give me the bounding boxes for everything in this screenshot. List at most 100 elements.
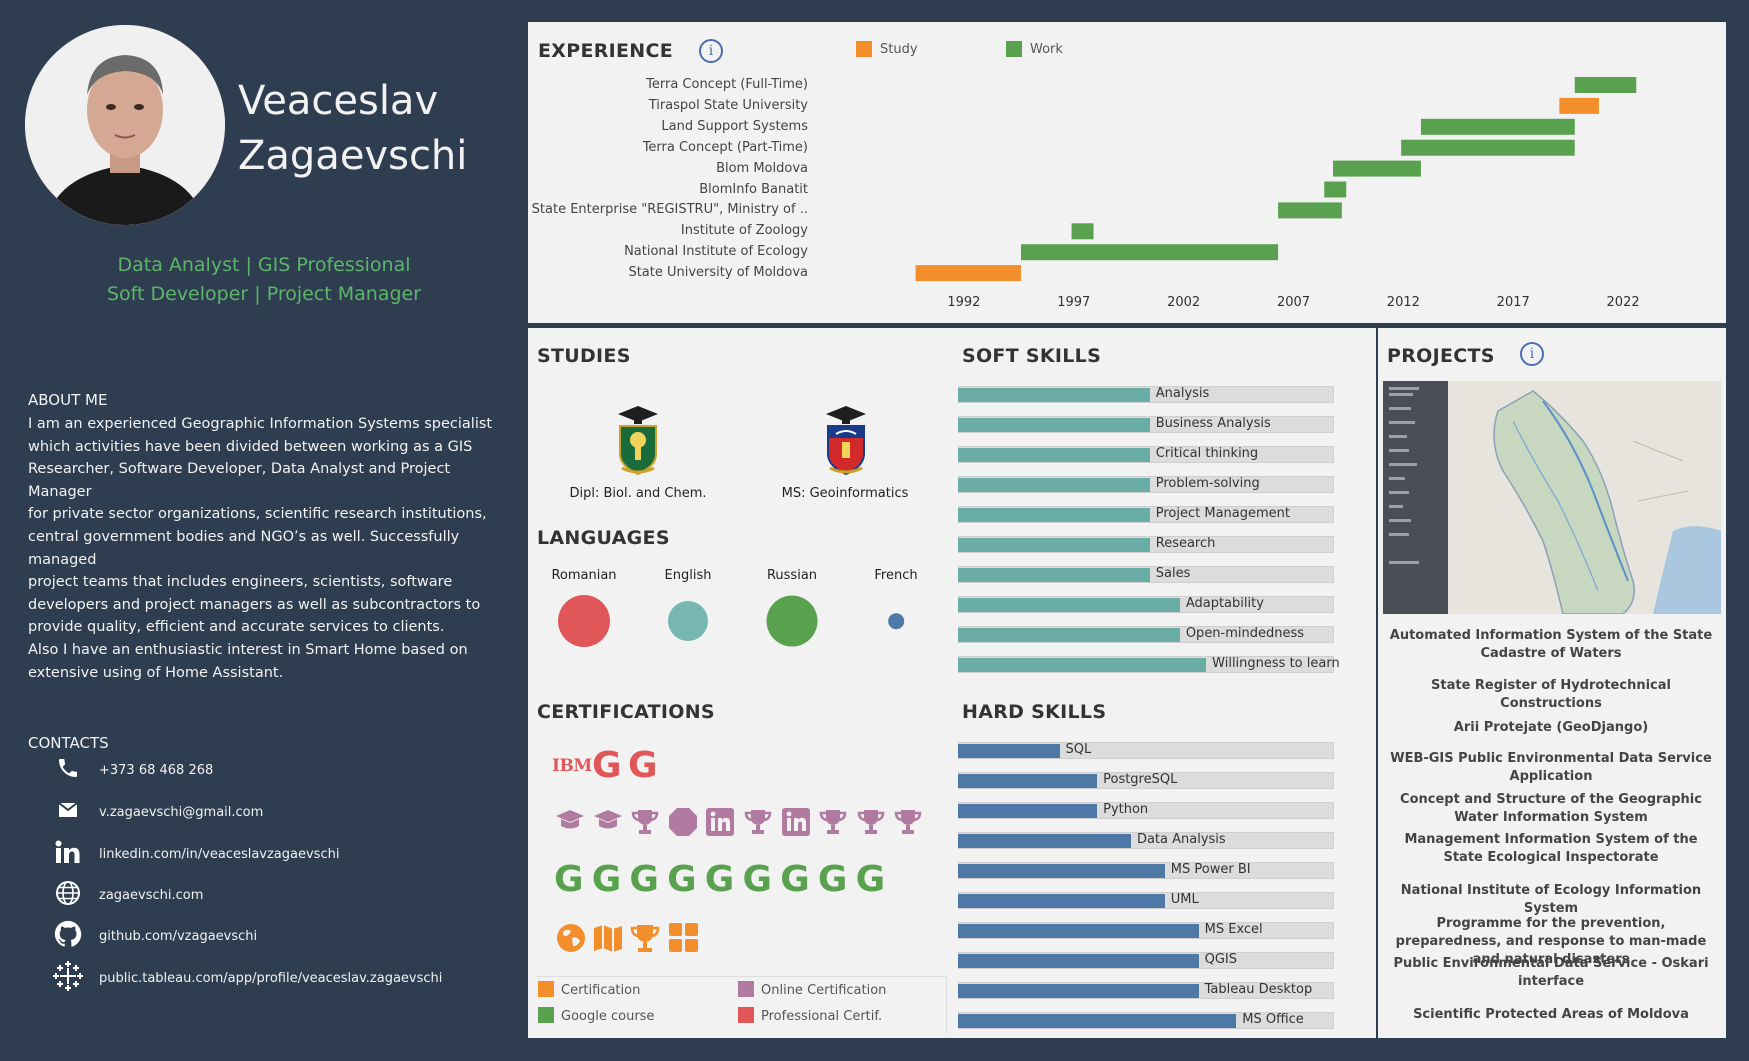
project-item[interactable]: Programme for the prevention, preparedne… bbox=[1395, 916, 1707, 967]
skill-row[interactable]: MS Excel bbox=[958, 920, 1336, 940]
google-course-icon: G bbox=[554, 859, 584, 900]
skill-row[interactable]: Analysis bbox=[958, 384, 1336, 404]
skill-bar-fill bbox=[958, 388, 1150, 402]
skill-row[interactable]: Project Management bbox=[958, 504, 1336, 524]
project-item[interactable]: National Institute of Ecology Informatio… bbox=[1400, 883, 1702, 916]
experience-axis-tick: 2022 bbox=[1606, 295, 1640, 310]
legend-online-certification-swatch bbox=[738, 981, 754, 997]
contact-email[interactable]: v.zagaevschi@gmail.com bbox=[50, 792, 263, 828]
experience-bar[interactable] bbox=[1021, 244, 1279, 261]
skill-row[interactable]: Critical thinking bbox=[958, 444, 1336, 464]
skill-label: Critical thinking bbox=[1155, 446, 1259, 461]
legend-online-certification-label: Online Certification bbox=[761, 983, 887, 998]
project-item[interactable]: WEB-GIS Public Environmental Data Servic… bbox=[1390, 751, 1712, 784]
contact-tableau[interactable]: public.tableau.com/app/profile/veaceslav… bbox=[50, 958, 442, 994]
hard-skills-title: HARD SKILLS bbox=[962, 701, 1107, 723]
skill-bar-fill bbox=[958, 418, 1150, 432]
skill-bar-fill bbox=[958, 568, 1150, 582]
skill-row[interactable]: SQL bbox=[958, 740, 1336, 760]
project-item[interactable]: Automated Information System of the Stat… bbox=[1389, 628, 1713, 661]
skill-label: MS Power BI bbox=[1170, 862, 1251, 877]
skill-bar-fill bbox=[958, 658, 1207, 672]
language-level-dot[interactable] bbox=[766, 595, 818, 647]
skill-row[interactable]: Data Analysis bbox=[958, 830, 1336, 850]
experience-bar[interactable] bbox=[1278, 202, 1342, 219]
experience-bar[interactable] bbox=[1324, 181, 1347, 198]
experience-axis-tick: 2007 bbox=[1276, 295, 1311, 310]
language-level-dot[interactable] bbox=[558, 595, 610, 647]
project-map-thumbnail[interactable] bbox=[1383, 381, 1721, 614]
contact-website[interactable]: zagaevschi.com bbox=[50, 875, 203, 911]
project-item[interactable]: State Register of Hydrotechnical Constru… bbox=[1431, 678, 1671, 711]
skill-bar-fill bbox=[958, 508, 1150, 522]
experience-row-labels: Terra Concept (Full-Time) Tiraspol State … bbox=[528, 0, 818, 323]
skill-row[interactable]: MS Office bbox=[958, 1010, 1336, 1030]
skill-row[interactable]: UML bbox=[958, 890, 1336, 910]
experience-row-label: Tiraspol State University bbox=[648, 97, 808, 113]
graduation-cap-icon bbox=[593, 810, 622, 829]
skill-bar-fill bbox=[958, 628, 1180, 642]
experience-bar[interactable] bbox=[1420, 118, 1575, 135]
project-item[interactable]: Public Environmental Data Service - Oska… bbox=[1393, 956, 1709, 989]
experience-bar[interactable] bbox=[915, 265, 1022, 282]
experience-bar[interactable] bbox=[1401, 139, 1575, 156]
skill-label: PostgreSQL bbox=[1103, 772, 1178, 787]
skill-label: QGIS bbox=[1204, 952, 1238, 967]
google-course-icon: G bbox=[855, 859, 886, 900]
experience-title: EXPERIENCE bbox=[538, 40, 674, 62]
legend-certification-label: Certification bbox=[561, 983, 641, 998]
experience-info-icon[interactable]: i bbox=[699, 39, 723, 63]
language-label: English bbox=[664, 568, 712, 583]
skill-bar-fill bbox=[958, 834, 1131, 848]
studies-title: STUDIES bbox=[537, 345, 631, 367]
skill-row[interactable]: QGIS bbox=[958, 950, 1336, 970]
language-level-dot[interactable] bbox=[667, 600, 709, 642]
experience-axis-tick: 2012 bbox=[1386, 295, 1420, 310]
github-icon bbox=[50, 916, 86, 952]
google-cert-icon: G bbox=[628, 745, 658, 786]
legend-study-swatch bbox=[856, 41, 872, 57]
google-course-icon: G bbox=[704, 859, 735, 900]
skill-bar-fill bbox=[958, 448, 1150, 462]
ibm-logo: IBM bbox=[552, 756, 592, 776]
phone-icon bbox=[50, 750, 86, 786]
profile-panel: Veaceslav Zagaevschi Data Analyst | GIS … bbox=[0, 0, 528, 1061]
skill-row[interactable]: MS Power BI bbox=[958, 860, 1336, 880]
graduation-cap-icon bbox=[556, 810, 584, 829]
skill-row[interactable]: Adaptability bbox=[958, 594, 1336, 614]
skill-row[interactable]: Willingness to learn bbox=[958, 654, 1340, 674]
language-label: Russian bbox=[766, 568, 818, 583]
project-item[interactable]: Arii Protejate (GeoDjango) bbox=[1453, 720, 1649, 735]
skill-row[interactable]: Tableau Desktop bbox=[958, 980, 1336, 1000]
skill-row[interactable]: Python bbox=[958, 800, 1336, 820]
certifications-legend bbox=[535, 976, 947, 1034]
skill-row[interactable]: Research bbox=[958, 534, 1336, 554]
contact-linkedin[interactable]: linkedin.com/in/veaceslavzagaevschi bbox=[50, 834, 339, 870]
skill-row[interactable]: Business Analysis bbox=[958, 414, 1336, 434]
profile-roles: Data Analyst | GIS Professional Soft Dev… bbox=[0, 251, 528, 309]
experience-row-label: Blom Moldova bbox=[716, 160, 808, 176]
skill-row[interactable]: Problem-solving bbox=[958, 474, 1336, 494]
projects-info-icon[interactable]: i bbox=[1520, 342, 1544, 366]
experience-bar[interactable] bbox=[1333, 160, 1421, 177]
contact-phone[interactable]: +373 68 468 268 bbox=[50, 750, 213, 786]
skill-bar-fill bbox=[958, 864, 1165, 878]
experience-bar[interactable] bbox=[1559, 97, 1599, 114]
project-item[interactable]: Scientific Protected Areas of Moldova bbox=[1413, 1007, 1689, 1022]
experience-bar[interactable] bbox=[1574, 77, 1637, 93]
experience-row-label: Terra Concept (Part-Time) bbox=[642, 139, 808, 155]
last-name: Zagaevschi bbox=[238, 133, 468, 179]
language-level-dot[interactable] bbox=[888, 613, 904, 629]
skill-row[interactable]: Open-mindedness bbox=[958, 624, 1336, 644]
project-item[interactable]: Concept and Structure of the Geographic … bbox=[1400, 792, 1702, 825]
legend-professional-certif-label: Professional Certif. bbox=[761, 1009, 883, 1024]
language-label: Romanian bbox=[551, 568, 617, 583]
tableau-icon bbox=[50, 958, 86, 994]
skill-bar-fill bbox=[958, 538, 1150, 552]
experience-bar[interactable] bbox=[1071, 223, 1094, 240]
project-item[interactable]: Management Information System of the Sta… bbox=[1404, 832, 1698, 865]
contact-github[interactable]: github.com/vzagaevschi bbox=[50, 916, 257, 952]
skill-row[interactable]: PostgreSQL bbox=[958, 770, 1336, 790]
profile-photo bbox=[25, 25, 225, 225]
skill-row[interactable]: Sales bbox=[958, 564, 1336, 584]
